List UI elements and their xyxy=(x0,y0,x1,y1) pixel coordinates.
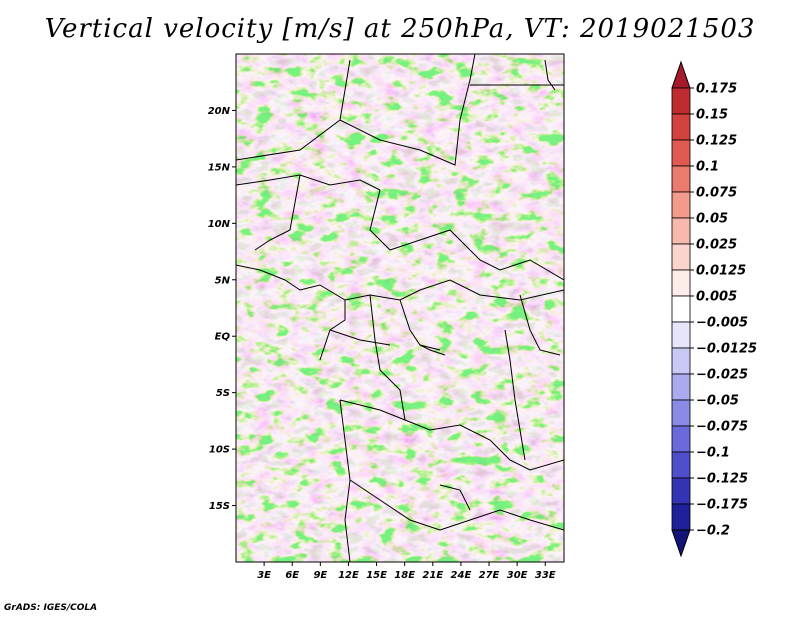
colorbar-swatch xyxy=(671,217,691,245)
colorbar-label: 0.1 xyxy=(696,160,719,175)
y-tick-label: 5N xyxy=(215,275,231,286)
y-tick-label: 10S xyxy=(209,445,230,456)
colorbar-swatch xyxy=(671,191,691,219)
grads-credit: GrADS: IGES/COLA xyxy=(4,603,98,613)
colorbar-bottom-arrow xyxy=(671,529,691,558)
y-tick-label: 10N xyxy=(208,219,231,230)
colorbar-swatch xyxy=(671,139,691,167)
colorbar-swatch xyxy=(671,165,691,193)
velocity-field xyxy=(236,54,564,562)
x-tick-label: 3E xyxy=(257,570,271,581)
colorbar-label: 0.125 xyxy=(696,134,737,149)
colorbar-swatch xyxy=(671,399,691,427)
x-tick-label: 12E xyxy=(338,570,359,581)
y-tick-label: EQ xyxy=(215,332,231,343)
x-tick-label: 6E xyxy=(285,570,299,581)
colorbar-label: −0.125 xyxy=(696,472,748,487)
colorbar-label: 0.175 xyxy=(696,82,737,97)
colorbar-swatch xyxy=(671,347,691,375)
colorbar-label: 0.005 xyxy=(696,290,737,305)
x-tick-label: 18E xyxy=(394,570,415,581)
x-tick-label: 9E xyxy=(313,570,327,581)
colorbar-top-arrow xyxy=(671,60,691,89)
colorbar-swatch xyxy=(671,451,691,479)
colorbar-label: −0.025 xyxy=(696,368,748,383)
colorbar-label: −0.05 xyxy=(696,394,739,409)
colorbar-swatch xyxy=(671,373,691,401)
chart-title: Vertical velocity [m/s] at 250hPa, VT: 2… xyxy=(44,14,756,44)
colorbar-label: −0.005 xyxy=(696,316,748,331)
colorbar-label: −0.2 xyxy=(696,524,730,539)
x-tick-label: 30E xyxy=(507,570,528,581)
y-tick-label: 15S xyxy=(209,501,230,512)
x-tick-label: 15E xyxy=(366,570,387,581)
colorbar-swatch xyxy=(671,477,691,505)
y-axis: 20N 15N 10N 5N EQ 5S 10S 15S xyxy=(208,106,236,512)
x-tick-label: 21E xyxy=(422,570,443,581)
colorbar-swatch xyxy=(671,87,691,115)
x-tick-label: 33E xyxy=(535,570,556,581)
y-tick-label: 20N xyxy=(208,106,231,117)
colorbar-swatch xyxy=(671,269,691,297)
colorbar: 0.175 0.15 0.125 0.1 0.075 0.05 0.025 0.0125 0.0… xyxy=(671,60,757,558)
colorbar-label: 0.025 xyxy=(696,238,737,253)
colorbar-swatch xyxy=(671,503,691,531)
x-axis: 3E 6E 9E 12E 15E 18E 21E 24E 27E 30E 33E xyxy=(257,562,556,581)
plot-frame xyxy=(235,53,565,563)
colorbar-label: 0.075 xyxy=(696,186,737,201)
colorbar-label: −0.0125 xyxy=(696,342,757,357)
y-tick-label: 5S xyxy=(216,388,230,399)
colorbar-label: −0.075 xyxy=(696,420,748,435)
x-tick-label: 27E xyxy=(479,570,500,581)
colorbar-swatch xyxy=(671,321,691,349)
colorbar-swatch xyxy=(671,425,691,453)
colorbar-swatch xyxy=(671,243,691,271)
y-tick-label: 15N xyxy=(208,162,231,173)
colorbar-label: 0.0125 xyxy=(696,264,746,279)
colorbar-swatch xyxy=(671,295,691,323)
plot-area xyxy=(235,53,565,563)
colorbar-label: 0.15 xyxy=(696,108,728,123)
x-tick-label: 24E xyxy=(451,570,472,581)
colorbar-label: −0.175 xyxy=(696,498,748,513)
colorbar-swatch xyxy=(671,113,691,141)
country-borders xyxy=(236,54,564,562)
colorbar-label: −0.1 xyxy=(696,446,730,461)
colorbar-label: 0.05 xyxy=(696,212,728,227)
